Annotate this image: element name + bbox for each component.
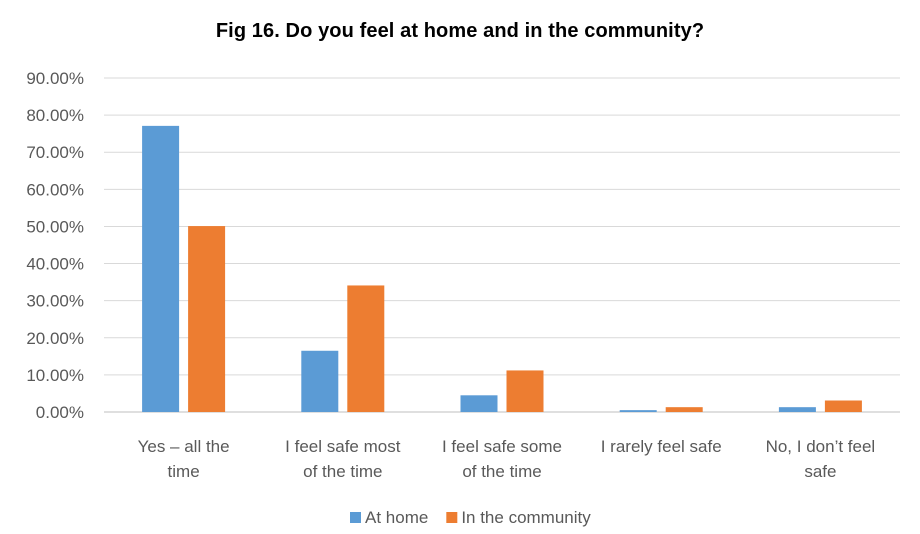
bar-at-home (301, 350, 339, 412)
y-tick-label: 40.00% (26, 255, 84, 274)
bar-in-community (824, 400, 862, 412)
y-tick-label: 90.00% (26, 69, 84, 88)
y-tick-label: 50.00% (26, 217, 84, 236)
y-tick-label: 20.00% (26, 329, 84, 348)
bar-at-home (778, 407, 816, 412)
legend-label: In the community (461, 508, 591, 527)
legend-swatch (350, 512, 361, 523)
legend-label: At home (365, 508, 428, 527)
y-tick-label: 70.00% (26, 143, 84, 162)
x-category-label: time (168, 462, 200, 481)
y-tick-label: 0.00% (36, 403, 84, 422)
x-category-label: Yes – all the (138, 437, 230, 456)
legend: At home In the community (350, 508, 591, 527)
bar-at-home (619, 410, 657, 412)
bar-in-community (665, 407, 703, 412)
x-category-label: No, I don’t feel (766, 437, 876, 456)
y-tick-label: 60.00% (26, 180, 84, 199)
bars (142, 125, 862, 412)
legend-swatch (446, 512, 458, 523)
bar-at-home (142, 125, 180, 412)
bar-in-community (506, 370, 544, 412)
x-category-label: of the time (303, 462, 382, 481)
y-axis-ticks: 0.00% 10.00% 20.00% 30.00% 40.00% 50.00% 60.00… (26, 69, 84, 422)
bar-in-community (188, 226, 226, 412)
gridlines (104, 77, 900, 413)
x-category-label: safe (804, 462, 836, 481)
chart-title: Fig 16. Do you feel at home and in the c… (215, 20, 705, 42)
x-category-label: I rarely feel safe (601, 437, 722, 456)
y-tick-label: 80.00% (26, 106, 84, 125)
y-tick-label: 10.00% (26, 366, 84, 385)
x-category-label: of the time (462, 462, 541, 481)
bar-in-community (347, 285, 385, 412)
bar-at-home (460, 395, 498, 412)
x-category-label: I feel safe some (442, 437, 562, 456)
y-tick-label: 30.00% (26, 292, 84, 311)
x-axis-labels: Yes – all the time I feel safe most of the … (138, 437, 876, 481)
x-category-label: I feel safe most (285, 437, 401, 456)
